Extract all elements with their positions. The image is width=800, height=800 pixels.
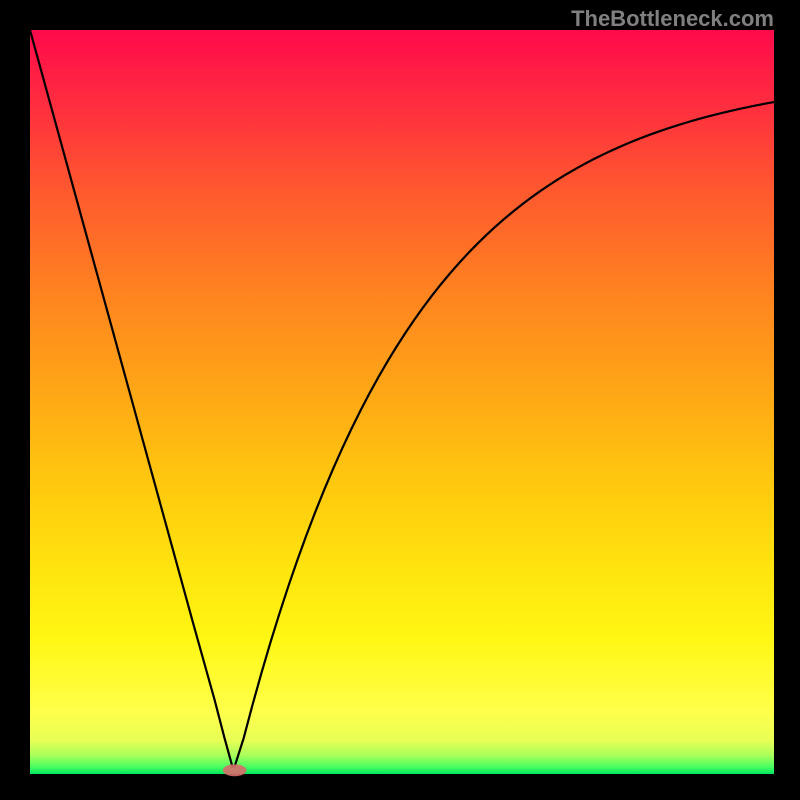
chart-svg <box>30 30 774 774</box>
gradient-background <box>30 30 774 774</box>
valley-marker <box>223 764 247 776</box>
plot-area <box>30 30 774 774</box>
watermark-text: TheBottleneck.com <box>571 6 774 32</box>
